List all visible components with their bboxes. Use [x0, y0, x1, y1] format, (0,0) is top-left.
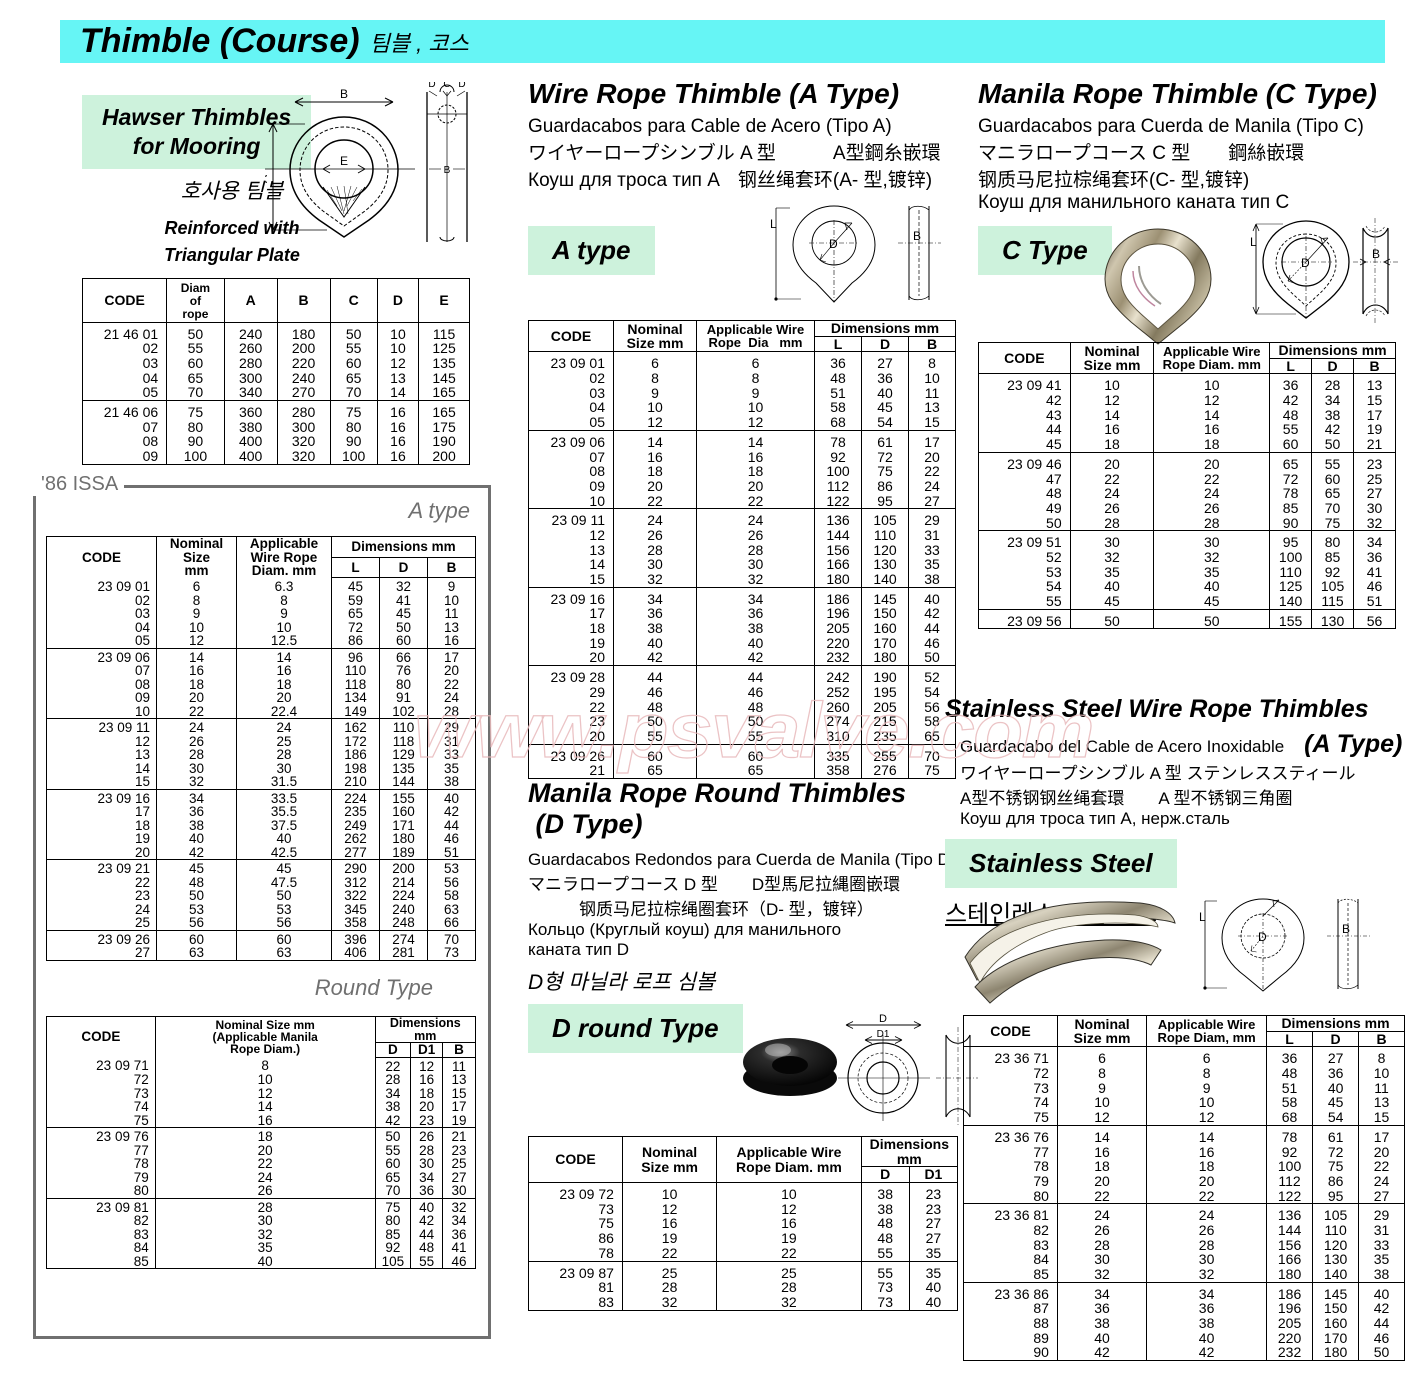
svg-text:D: D	[428, 82, 435, 90]
svg-text:B: B	[340, 87, 348, 101]
svg-text:L: L	[1199, 910, 1206, 924]
svg-text:B: B	[444, 165, 451, 176]
svg-text:L: L	[770, 217, 777, 231]
svg-text:D: D	[879, 1013, 887, 1025]
svg-text:L: L	[1250, 235, 1257, 249]
svg-text:B: B	[913, 229, 921, 243]
svg-text:D: D	[458, 82, 465, 90]
svg-text:A: A	[265, 175, 270, 183]
svg-text:B: B	[1342, 922, 1350, 936]
svg-text:E: E	[340, 154, 348, 168]
svg-text:B: B	[1372, 247, 1380, 261]
svg-text:D: D	[1301, 256, 1310, 270]
svg-text:C: C	[443, 82, 450, 90]
